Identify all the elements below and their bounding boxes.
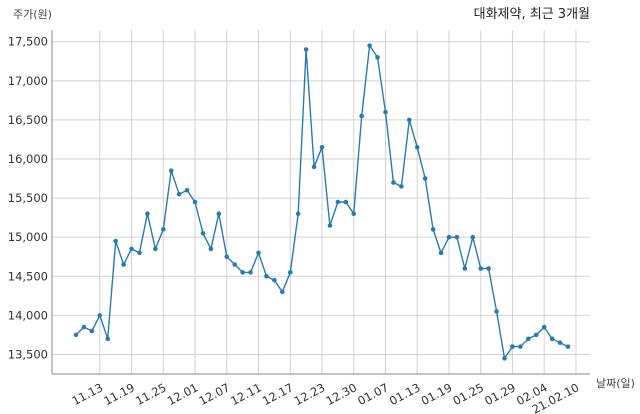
price-point: [224, 254, 230, 260]
price-point: [327, 223, 333, 228]
price-point: [383, 109, 388, 115]
x-tick-label: 12.30: [323, 380, 359, 408]
price-point: [232, 262, 238, 267]
price-point: [406, 117, 412, 123]
price-point: [541, 324, 547, 330]
price-point: [335, 199, 341, 205]
y-tick-label: 13,500: [8, 347, 48, 361]
grid-layer: [52, 30, 590, 374]
y-axis-label: 주가(원): [13, 8, 52, 21]
x-tick-label: 11.25: [133, 380, 169, 408]
price-point: [438, 250, 444, 256]
price-point: [248, 270, 253, 275]
price-point: [113, 238, 118, 244]
series-layer: [73, 43, 571, 361]
price-point: [375, 55, 380, 60]
price-point: [478, 266, 484, 271]
price-point: [422, 176, 428, 181]
x-tick-label: 01.13: [387, 380, 423, 408]
price-point: [414, 144, 420, 150]
price-point: [200, 230, 206, 236]
price-point: [367, 43, 372, 48]
price-point: [502, 356, 507, 361]
y-tick-label: 16,000: [8, 152, 48, 166]
y-tick-labels: 13,500 14,000 14,500 15,000 15,500 16,000 16,5…: [8, 35, 48, 362]
x-tick-label: 12.11: [228, 380, 264, 408]
price-point: [192, 199, 198, 205]
price-point: [446, 234, 452, 240]
price-point: [89, 328, 95, 334]
price-point: [518, 344, 523, 349]
price-point: [81, 324, 87, 330]
price-point: [153, 246, 158, 252]
y-tick-label: 17,000: [8, 74, 48, 88]
price-point: [549, 336, 555, 342]
x-tick-label: 01.19: [419, 380, 455, 408]
price-point: [295, 211, 301, 217]
price-point: [208, 246, 214, 252]
price-point: [256, 250, 261, 256]
x-tick-label: 01.07: [355, 380, 391, 408]
x-tick-label: 01.25: [450, 380, 486, 408]
price-point: [470, 234, 476, 240]
price-point: [399, 184, 404, 189]
price-point: [526, 336, 531, 342]
price-point: [430, 227, 436, 232]
y-tick-label: 16,500: [8, 113, 48, 127]
price-point: [287, 270, 293, 275]
price-point: [565, 344, 571, 349]
y-tick-label: 15,500: [8, 191, 48, 205]
price-point: [280, 289, 285, 295]
price-point: [454, 234, 460, 240]
x-tick-label: 11.19: [101, 380, 137, 408]
price-point: [486, 266, 491, 271]
price-point: [160, 227, 166, 232]
x-tick-label: 12.01: [165, 380, 201, 408]
y-tick-label: 14,500: [8, 269, 48, 283]
price-point: [105, 336, 111, 342]
price-point: [73, 332, 79, 338]
price-point: [145, 211, 150, 217]
x-tick-label: 01.29: [482, 380, 518, 408]
price-point: [121, 262, 126, 267]
axis-layer: [51, 30, 590, 375]
price-point: [319, 144, 325, 150]
x-tick-labels: 11.1311.1911.2512.0112.0712.1112.1712.23…: [70, 380, 582, 414]
price-point: [137, 250, 142, 256]
x-tick-label: 11.13: [70, 380, 106, 408]
price-point: [272, 277, 277, 283]
x-tick-label: 12.07: [197, 380, 233, 408]
price-point: [129, 246, 134, 252]
price-point: [351, 211, 357, 217]
y-tick-label: 15,000: [8, 230, 48, 244]
price-point: [533, 332, 539, 338]
price-point: [264, 273, 269, 279]
x-axis-label: 날짜(일): [596, 376, 635, 390]
chart-title: 대화제약, 최근 3개월: [474, 7, 590, 22]
y-tick-label: 14,000: [8, 308, 48, 322]
price-point: [216, 211, 222, 217]
price-point: [97, 313, 103, 318]
x-tick-label: 12.23: [292, 380, 328, 408]
y-tick-label: 17,500: [8, 35, 48, 49]
price-point: [359, 113, 364, 119]
price-point: [184, 187, 190, 193]
price-point: [168, 168, 174, 174]
x-tick-label: 12.17: [260, 380, 296, 408]
price-point: [176, 191, 182, 197]
price-point: [303, 47, 309, 52]
price-point: [462, 266, 468, 271]
price-point: [311, 164, 317, 170]
price-point: [510, 344, 515, 349]
price-point: [391, 180, 396, 185]
price-point: [343, 199, 349, 205]
price-point: [557, 340, 563, 346]
price-point: [240, 270, 245, 275]
price-point: [494, 309, 499, 314]
